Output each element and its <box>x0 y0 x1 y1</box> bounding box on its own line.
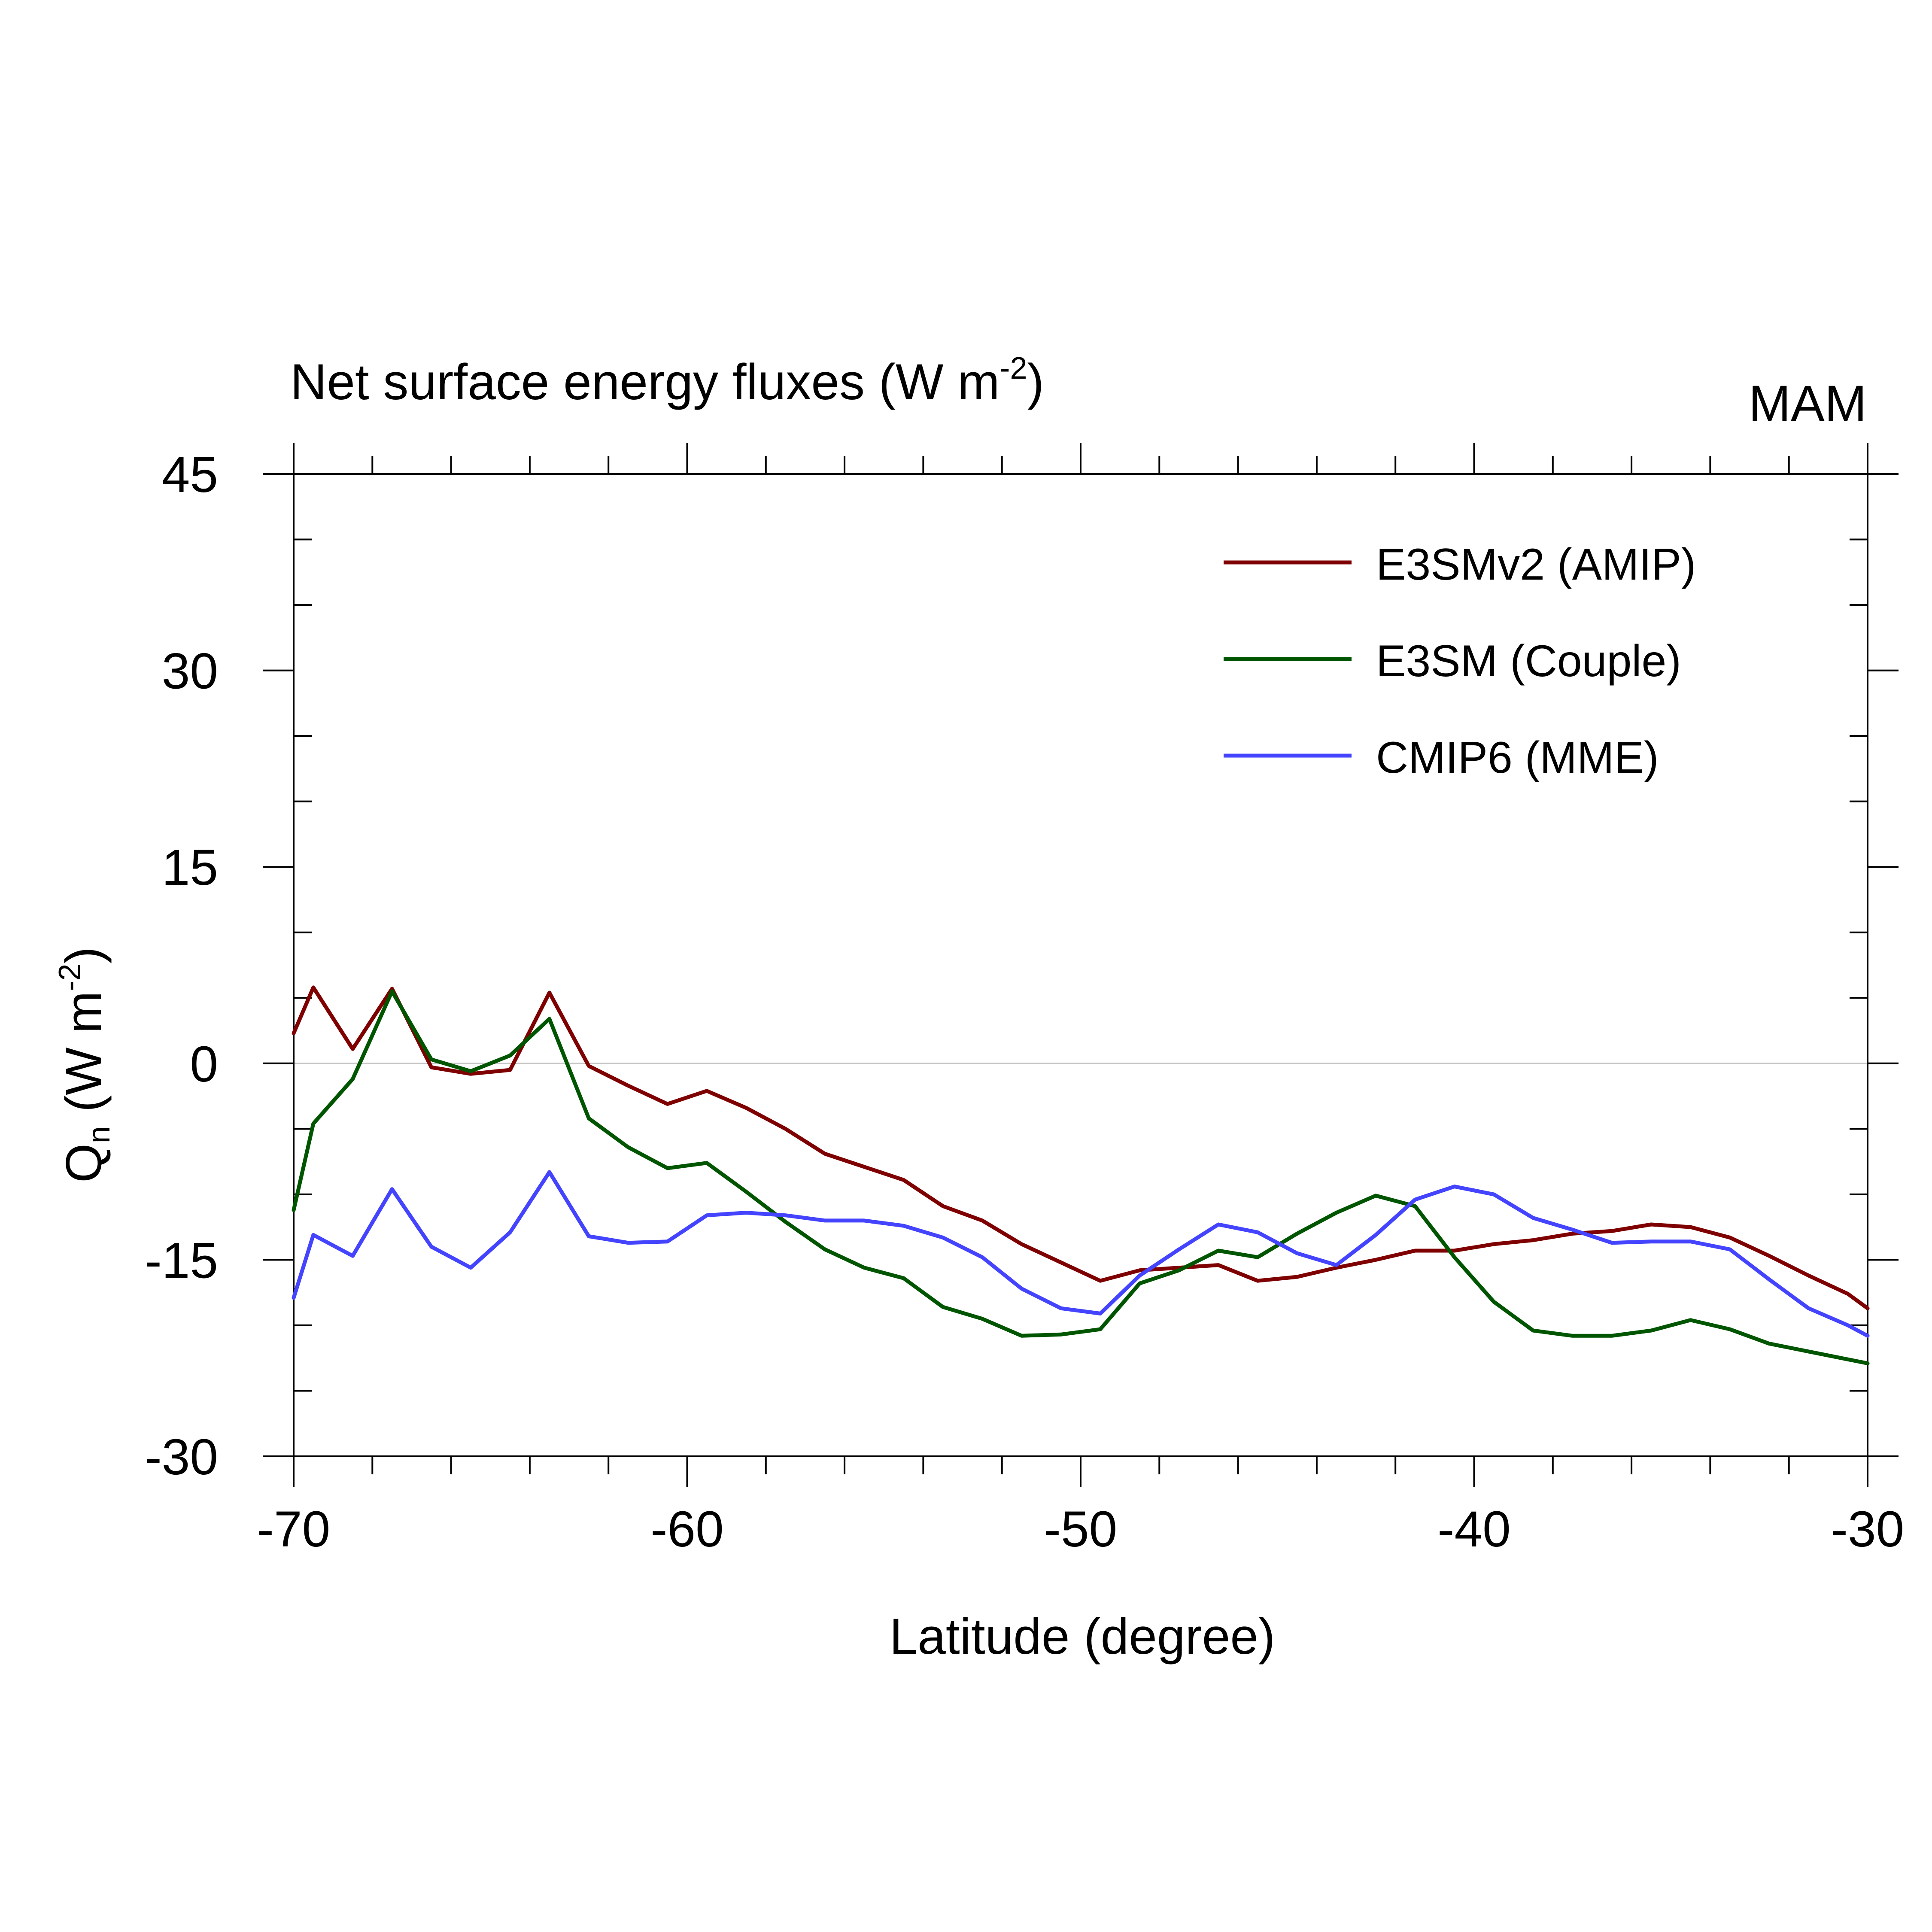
legend-label-cmip6-mme: CMIP6 (MME) <box>1376 733 1659 783</box>
chart-title-text: Net surface energy fluxes (W m <box>290 354 1000 410</box>
y-axis-label-close: ) <box>55 947 112 963</box>
y-axis-label: Qn (W m-2) <box>53 947 116 1183</box>
series-line-e3sm-couple <box>292 989 1870 1365</box>
legend-label-e3sm-couple: E3SM (Couple) <box>1376 636 1681 686</box>
x-tick-label: -50 <box>1044 1501 1118 1558</box>
y-tick-label: 15 <box>162 839 218 896</box>
x-tick-label: -70 <box>257 1501 331 1558</box>
chart-title-close: ) <box>1027 354 1044 410</box>
legend-label-e3smv2-amip: E3SMv2 (AMIP) <box>1376 540 1696 589</box>
axis-ticks <box>263 443 1899 1487</box>
y-axis-label-subscript: n <box>82 1126 116 1143</box>
legend: E3SMv2 (AMIP) E3SM (Couple) CMIP6 (MME) <box>1224 540 1696 783</box>
y-tick-label: 0 <box>190 1036 218 1093</box>
x-tick-label: -40 <box>1437 1501 1511 1558</box>
x-tick-label: -30 <box>1831 1501 1905 1558</box>
y-tick-label: -30 <box>145 1429 218 1485</box>
y-tick-label: 30 <box>162 643 218 700</box>
data-series <box>292 985 1870 1365</box>
x-tick-label: -60 <box>650 1501 724 1558</box>
y-axis-label-main: Q <box>55 1143 112 1183</box>
series-line-cmip6-mme <box>292 1170 1870 1338</box>
y-axis-label-superscript: -2 <box>53 963 87 991</box>
y-axis-label-units: (W m <box>55 991 112 1126</box>
chart-title-superscript: -2 <box>1000 351 1027 386</box>
y-axis-tick-labels: 45 30 15 0 -15 -30 <box>145 447 218 1485</box>
chart-title: Net surface energy fluxes (W m-2) <box>290 351 1044 410</box>
x-axis-tick-labels: -70 -60 -50 -40 -30 <box>257 1501 1905 1558</box>
series-line-e3smv2-amip <box>292 985 1870 1310</box>
y-tick-label: -15 <box>145 1232 218 1289</box>
x-axis-label: Latitude (degree) <box>890 1608 1276 1665</box>
y-tick-label: 45 <box>162 447 218 503</box>
season-label: MAM <box>1749 375 1867 432</box>
